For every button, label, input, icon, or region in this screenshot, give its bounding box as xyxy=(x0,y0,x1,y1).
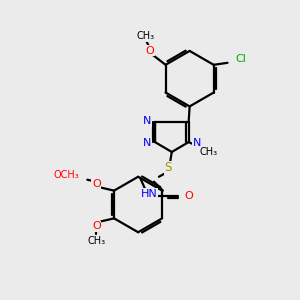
Text: S: S xyxy=(164,161,172,174)
Text: N: N xyxy=(192,138,201,148)
Text: O: O xyxy=(92,179,100,189)
Text: HN: HN xyxy=(141,189,158,199)
Text: N: N xyxy=(143,116,151,126)
Text: CH₃: CH₃ xyxy=(87,236,105,246)
Text: CH₃: CH₃ xyxy=(200,147,217,157)
Text: Cl: Cl xyxy=(235,54,246,64)
Text: OCH₃: OCH₃ xyxy=(54,170,80,180)
Text: CH₃: CH₃ xyxy=(137,31,155,41)
Text: N: N xyxy=(143,138,151,148)
Text: O: O xyxy=(184,190,193,201)
Text: O: O xyxy=(146,46,154,56)
Text: O: O xyxy=(92,221,100,231)
